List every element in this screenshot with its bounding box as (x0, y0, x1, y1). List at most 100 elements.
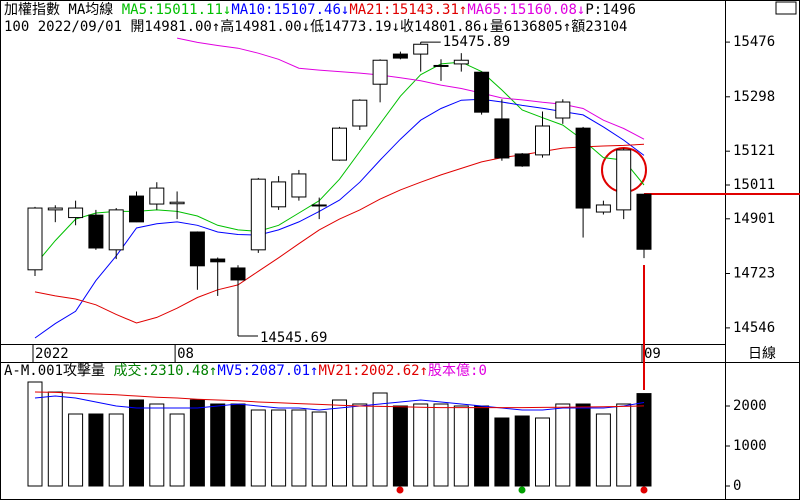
candle (595, 200, 611, 215)
candle-body (271, 181, 287, 208)
legend-entry: MA10:15107.46↓ (231, 2, 349, 18)
candle (169, 191, 185, 220)
x-tick-label: 08 (177, 346, 194, 362)
volume-bar (169, 413, 185, 487)
candle-body (169, 201, 185, 205)
volume-bar (595, 413, 611, 487)
volume-bar (47, 391, 63, 487)
y-tick-label: 15011 (733, 177, 775, 193)
volume-bar (352, 403, 368, 487)
legend-entry: MA21:15143.31↑ (349, 2, 467, 18)
volume-bar (474, 405, 490, 487)
candle (453, 53, 469, 72)
candle-body (352, 99, 368, 127)
volume-bar (372, 392, 388, 487)
candle (332, 126, 347, 161)
volume-bar (108, 413, 124, 487)
candle (575, 126, 591, 238)
volume-bar (453, 405, 469, 487)
candle-body (433, 64, 449, 67)
candle-body (189, 231, 205, 267)
candle-body (474, 71, 490, 113)
candle (433, 59, 449, 81)
y-tick-label: 14901 (733, 211, 775, 227)
window-button[interactable] (775, 1, 797, 15)
y-tick-label: 15476 (733, 34, 775, 50)
candle-body (636, 193, 652, 250)
candle (129, 191, 144, 223)
period-label: 日線 (748, 346, 776, 362)
volume-bar (230, 403, 246, 487)
x-tick-label: 2022 (35, 346, 69, 362)
x-tick-label: 09 (644, 346, 661, 362)
legend-entry: 加權指數 MA均線 (4, 2, 113, 18)
candle (27, 206, 43, 276)
high-annotation: 15475.89 (443, 34, 510, 50)
volume-bar (494, 417, 510, 487)
legend-entry: MV21:2002.62↑ (318, 363, 428, 379)
legend-entry: 成交:2310.48↑ (113, 362, 217, 379)
candle (555, 99, 571, 124)
volume-bar (250, 409, 266, 487)
candle (291, 169, 307, 201)
volume-bar (413, 403, 429, 487)
info-line: 100 2022/09/01 開14981.00↑高14981.00↓低1477… (4, 18, 627, 35)
candle-body (47, 207, 63, 211)
header-line: A-M.001攻擊量 成交:2310.48↑MV5:2087.01↑MV21:2… (4, 362, 487, 379)
candle (494, 99, 510, 161)
candle-body (149, 187, 165, 205)
signal-dot (640, 486, 648, 494)
volume-bar (332, 399, 347, 487)
candle (108, 208, 124, 260)
candle-body (27, 207, 43, 271)
candle (88, 209, 104, 250)
low-annotation: 14545.69 (260, 330, 327, 346)
y-tick-label: 15121 (733, 143, 775, 159)
volume-bar (27, 381, 43, 487)
candle (149, 182, 165, 210)
legend-entry: 股本億:0 (428, 363, 487, 379)
volume-bar (433, 403, 449, 487)
volume-bar (555, 403, 571, 487)
y-tick-label: 15298 (733, 89, 775, 105)
ma-line (34, 98, 645, 339)
candle-body (372, 59, 388, 85)
legend-entry: MV5:2087.01↑ (217, 363, 318, 379)
candle-body (494, 118, 510, 159)
volume-bar (88, 413, 104, 487)
volume-bar (149, 403, 165, 487)
legend-entry: P:1496 (585, 2, 636, 18)
candle-body (595, 204, 611, 213)
candle-body (413, 43, 429, 55)
candle-body (210, 258, 226, 263)
candle (413, 42, 429, 72)
volume-bar (616, 403, 632, 487)
candle-body (129, 195, 144, 223)
legend-entry: MA5:15011.11↓ (122, 2, 232, 18)
volume-bar (575, 403, 591, 487)
y-tick-label: 2000 (733, 398, 767, 414)
signal-dot (518, 486, 526, 494)
candle (230, 265, 246, 328)
candle (189, 231, 205, 290)
candle-body (616, 149, 632, 211)
volume-bar (514, 415, 530, 487)
candle-body (555, 101, 571, 119)
volume-bar (291, 409, 307, 487)
volume-bar (535, 417, 550, 487)
candle-body (68, 207, 84, 219)
candle-body (88, 214, 104, 249)
ma-line (34, 395, 645, 411)
candle (392, 51, 408, 60)
candle-body (291, 173, 307, 198)
candle (311, 197, 327, 220)
volume-bar (271, 409, 287, 487)
candle (271, 176, 287, 210)
candle (616, 148, 632, 220)
candle-body (392, 53, 408, 59)
candle (210, 257, 226, 296)
candle-body (575, 127, 591, 209)
legend-entry: MA65:15160.08↓ (467, 2, 585, 18)
volume-bar (311, 411, 327, 487)
